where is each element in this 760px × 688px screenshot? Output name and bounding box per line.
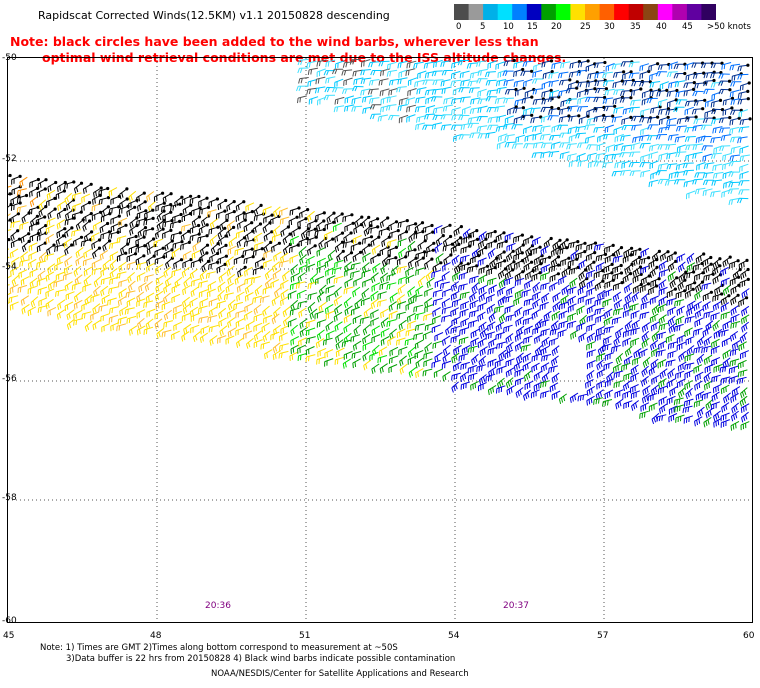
footer-note-line2: 3)Data buffer is 22 hrs from 20150828 4)… [66, 654, 456, 664]
legend-label-50plus: >50 knots [707, 22, 751, 32]
legend-swatch [497, 4, 513, 20]
legend-swatch [672, 4, 688, 20]
pass-time-2: 20:37 [503, 601, 529, 611]
legend-swatch [570, 4, 586, 20]
legend-label-25: 25 [580, 22, 591, 32]
legend-color-bar [454, 4, 717, 20]
legend-swatch [541, 4, 557, 20]
legend-label-45: 45 [682, 22, 693, 32]
legend-swatch [599, 4, 615, 20]
lat-label-56: -56 [2, 374, 17, 384]
legend-label-35: 35 [630, 22, 641, 32]
legend-swatch [701, 4, 717, 20]
legend-label-40: 40 [656, 22, 667, 32]
lon-label-54: 54 [448, 631, 460, 641]
legend-label-30: 30 [604, 22, 615, 32]
legend-swatch [585, 4, 601, 20]
footer-credit: NOAA/NESDIS/Center for Satellite Applica… [211, 669, 469, 679]
lat-label-52: -52 [2, 154, 17, 164]
lon-label-60: 60 [743, 631, 755, 641]
legend-label-5: 5 [480, 22, 486, 32]
wind-barbs [8, 58, 752, 431]
legend-swatch [643, 4, 659, 20]
legend-swatch [483, 4, 499, 20]
lat-label-50: -50 [2, 53, 17, 63]
altitude-note-line1: Note: black circles have been added to t… [10, 34, 539, 49]
legend-swatch [512, 4, 528, 20]
lat-label-54: -54 [2, 262, 17, 272]
footer-note-line1: Note: 1) Times are GMT 2)Times along bot… [40, 643, 398, 653]
lon-label-45: 45 [3, 631, 15, 641]
legend-label-10: 10 [503, 22, 514, 32]
lon-label-48: 48 [150, 631, 162, 641]
legend-label-15: 15 [527, 22, 538, 32]
legend-swatch [454, 4, 470, 20]
legend-label-0: 0 [456, 22, 462, 32]
map-title: Rapidscat Corrected Winds(12.5KM) v1.1 2… [38, 9, 390, 22]
wind-barb-field [8, 58, 752, 622]
legend-swatch [686, 4, 703, 20]
legend-label-20: 20 [551, 22, 562, 32]
lat-label-60: -60 [2, 616, 17, 626]
legend-swatch [628, 4, 644, 20]
wind-speed-legend [454, 4, 717, 24]
lon-label-57: 57 [597, 631, 609, 641]
legend-swatch [614, 4, 630, 20]
wind-map-plot[interactable] [7, 57, 753, 623]
pass-time-1: 20:36 [205, 601, 231, 611]
legend-swatch [555, 4, 572, 20]
legend-swatch [468, 4, 484, 20]
legend-swatch [657, 4, 673, 20]
lon-label-51: 51 [299, 631, 311, 641]
lat-label-58: -58 [2, 493, 17, 503]
legend-swatch [526, 4, 542, 20]
